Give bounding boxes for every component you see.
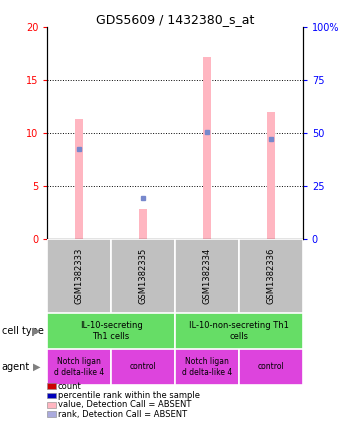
Bar bbox=[47, 313, 175, 349]
Text: GSM1382334: GSM1382334 bbox=[202, 248, 211, 304]
Text: value, Detection Call = ABSENT: value, Detection Call = ABSENT bbox=[58, 400, 191, 409]
Bar bbox=[111, 239, 175, 313]
Bar bbox=[239, 239, 303, 313]
Text: control: control bbox=[130, 363, 156, 371]
Title: GDS5609 / 1432380_s_at: GDS5609 / 1432380_s_at bbox=[96, 14, 254, 26]
Bar bbox=[139, 209, 147, 239]
Text: control: control bbox=[258, 363, 284, 371]
Bar bbox=[239, 349, 303, 385]
Bar bbox=[175, 349, 239, 385]
Bar bbox=[111, 349, 175, 385]
Bar bbox=[47, 239, 111, 313]
Bar bbox=[47, 349, 111, 385]
Text: count: count bbox=[58, 382, 82, 391]
Text: rank, Detection Call = ABSENT: rank, Detection Call = ABSENT bbox=[58, 409, 187, 419]
Text: GSM1382335: GSM1382335 bbox=[139, 248, 148, 304]
Text: Notch ligan
d delta-like 4: Notch ligan d delta-like 4 bbox=[182, 357, 232, 376]
Bar bbox=[175, 239, 239, 313]
Text: Notch ligan
d delta-like 4: Notch ligan d delta-like 4 bbox=[54, 357, 104, 376]
Text: agent: agent bbox=[2, 362, 30, 372]
Text: cell type: cell type bbox=[2, 326, 44, 336]
Bar bbox=[75, 120, 83, 239]
Text: GSM1382336: GSM1382336 bbox=[266, 248, 275, 304]
Text: IL-10-secreting
Th1 cells: IL-10-secreting Th1 cells bbox=[80, 321, 142, 341]
Bar bbox=[203, 57, 211, 239]
Bar bbox=[175, 313, 303, 349]
Bar bbox=[267, 112, 275, 239]
Text: ▶: ▶ bbox=[33, 362, 41, 372]
Text: GSM1382333: GSM1382333 bbox=[75, 248, 84, 304]
Text: ▶: ▶ bbox=[33, 326, 41, 336]
Text: IL-10-non-secreting Th1
cells: IL-10-non-secreting Th1 cells bbox=[189, 321, 289, 341]
Text: percentile rank within the sample: percentile rank within the sample bbox=[58, 391, 200, 400]
